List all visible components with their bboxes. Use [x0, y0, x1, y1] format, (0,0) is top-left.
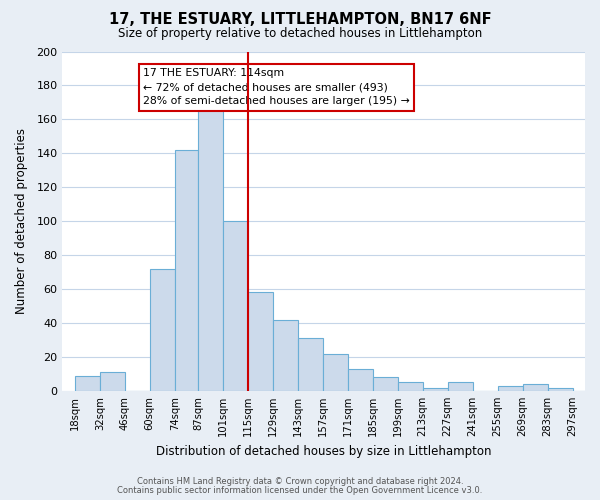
Bar	[298, 338, 323, 391]
Bar	[248, 292, 273, 391]
Bar	[448, 382, 473, 391]
Bar	[348, 369, 373, 391]
Text: Size of property relative to detached houses in Littlehampton: Size of property relative to detached ho…	[118, 28, 482, 40]
Text: Contains HM Land Registry data © Crown copyright and database right 2024.: Contains HM Land Registry data © Crown c…	[137, 477, 463, 486]
Bar	[548, 388, 572, 391]
Bar	[523, 384, 548, 391]
Bar	[398, 382, 422, 391]
Bar	[373, 378, 398, 391]
Text: 17, THE ESTUARY, LITTLEHAMPTON, BN17 6NF: 17, THE ESTUARY, LITTLEHAMPTON, BN17 6NF	[109, 12, 491, 28]
Bar	[223, 221, 248, 391]
Bar	[198, 106, 223, 391]
Bar	[75, 376, 100, 391]
Bar	[150, 268, 175, 391]
Bar	[100, 372, 125, 391]
Bar	[323, 354, 348, 391]
Bar	[422, 388, 448, 391]
Y-axis label: Number of detached properties: Number of detached properties	[15, 128, 28, 314]
Text: Contains public sector information licensed under the Open Government Licence v3: Contains public sector information licen…	[118, 486, 482, 495]
Bar	[175, 150, 198, 391]
Text: 17 THE ESTUARY: 114sqm
← 72% of detached houses are smaller (493)
28% of semi-de: 17 THE ESTUARY: 114sqm ← 72% of detached…	[143, 68, 410, 106]
Bar	[273, 320, 298, 391]
X-axis label: Distribution of detached houses by size in Littlehampton: Distribution of detached houses by size …	[156, 444, 491, 458]
Bar	[497, 386, 523, 391]
